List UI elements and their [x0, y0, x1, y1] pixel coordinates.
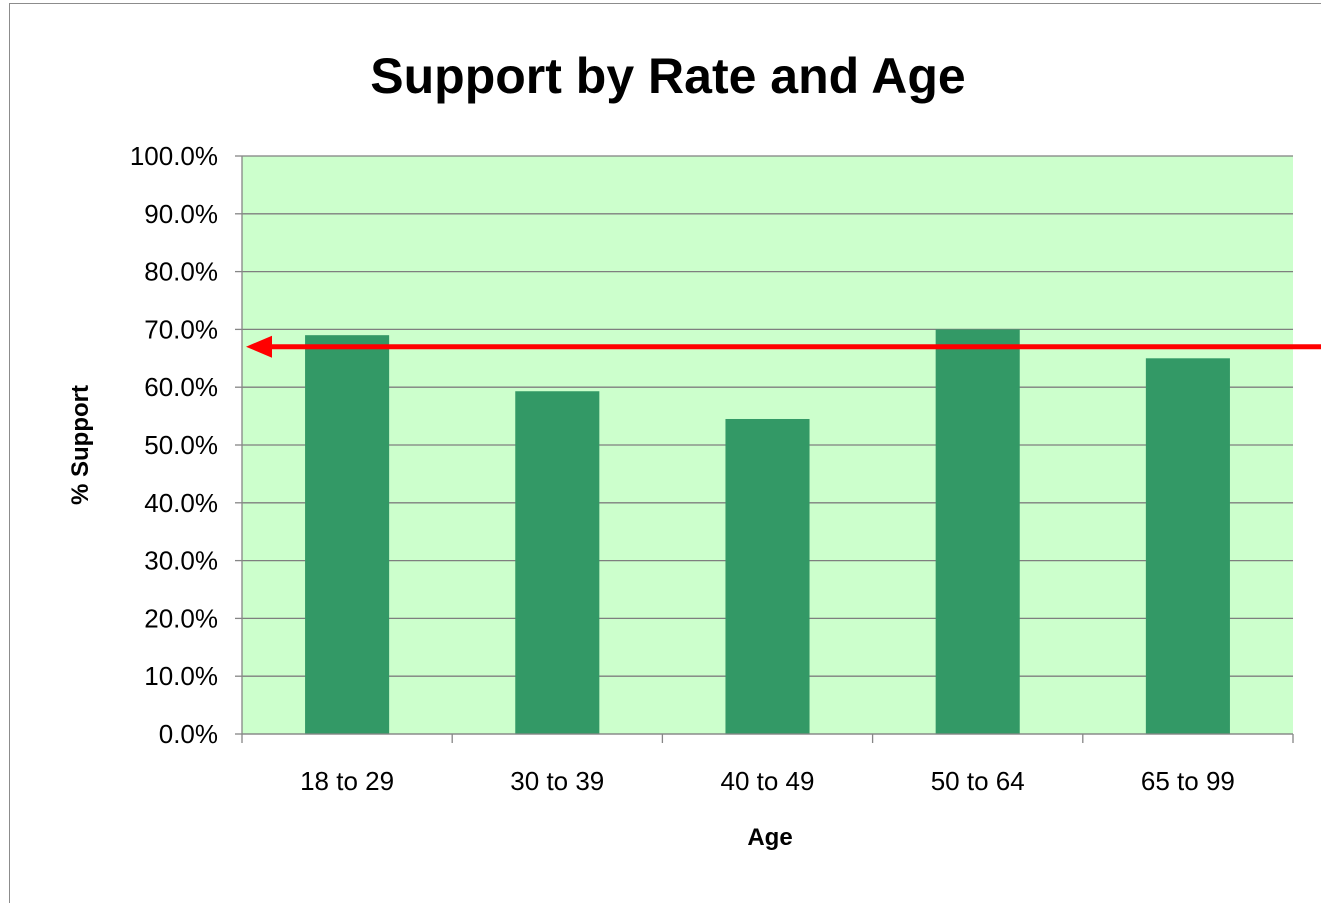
x-tick-label: 30 to 39 — [510, 766, 604, 796]
x-tick-label: 50 to 64 — [931, 766, 1025, 796]
y-tick-label: 10.0% — [144, 661, 218, 691]
y-axis-title: % Support — [67, 385, 94, 505]
bar — [1145, 358, 1230, 734]
y-tick-label: 100.0% — [130, 141, 218, 171]
bar — [305, 335, 390, 734]
x-axis-title: Age — [747, 824, 792, 851]
bar — [725, 418, 810, 734]
x-tick-label: 65 to 99 — [1141, 766, 1235, 796]
y-tick-label: 0.0% — [159, 719, 218, 749]
bar — [515, 391, 600, 734]
y-tick-label: 90.0% — [144, 199, 218, 229]
x-tick-labels: 18 to 29 30 to 39 40 to 49 50 to 64 65 to 99 — [300, 766, 1235, 796]
y-tick-labels: 0.0% 10.0% 20.0% 30.0% 40.0% 50.0% 60.0% 70.0% 8… — [130, 141, 218, 749]
y-tick-label: 60.0% — [144, 372, 218, 402]
x-tick-label: 40 to 49 — [721, 766, 815, 796]
bar — [935, 329, 1020, 734]
chart-title: Support by Rate and Age — [370, 48, 965, 104]
y-tick-label: 30.0% — [144, 546, 218, 576]
bars — [305, 329, 1230, 734]
y-tick-label: 50.0% — [144, 430, 218, 460]
axes — [235, 155, 1294, 743]
arrow-head — [246, 335, 272, 358]
y-tick-label: 70.0% — [144, 314, 218, 344]
y-tick-label: 40.0% — [144, 488, 218, 518]
x-tick-label: 18 to 29 — [300, 766, 394, 796]
annotations — [246, 335, 1321, 358]
y-tick-label: 20.0% — [144, 603, 218, 633]
y-tick-label: 80.0% — [144, 257, 218, 287]
